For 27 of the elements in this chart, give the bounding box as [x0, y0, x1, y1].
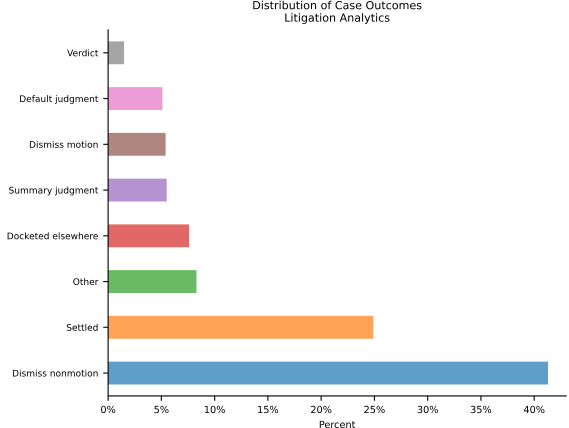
- y-tick-label: Dismiss nonmotion: [12, 370, 98, 377]
- y-tick-label: Other: [73, 278, 98, 286]
- x-tick-label: 35%: [470, 406, 492, 414]
- x-tick-label: 25%: [364, 406, 385, 414]
- x-tick-label: 40%: [524, 406, 544, 414]
- chart-title: Distribution of Case Outcomes Litigation Analytics: [253, 0, 422, 24]
- bar: [108, 132, 166, 156]
- y-tick-label: Docketed elsewhere: [8, 232, 98, 240]
- y-tick-label: Summary judgment: [9, 186, 98, 196]
- bar: [108, 224, 190, 248]
- y-tick-label: Dismiss motion: [30, 140, 98, 148]
- x-tick-label: 10%: [204, 406, 225, 414]
- x-tick-label: 15%: [258, 406, 278, 414]
- bar: [108, 178, 167, 202]
- bar: [108, 362, 548, 384]
- bar: [108, 87, 162, 110]
- y-tick-label: Default judgment: [20, 95, 98, 104]
- x-tick-label: 5%: [154, 406, 169, 414]
- x-tick-label: 0%: [101, 406, 116, 414]
- bar: [108, 41, 124, 64]
- y-tick-label: Verdict: [67, 49, 98, 56]
- x-tick-label: 20%: [311, 406, 332, 414]
- bar: [108, 316, 374, 339]
- y-tick-label: Settled: [66, 324, 98, 331]
- x-axis-title: Percent: [320, 420, 356, 428]
- x-tick-label: 30%: [418, 406, 438, 414]
- bar: [108, 270, 197, 293]
